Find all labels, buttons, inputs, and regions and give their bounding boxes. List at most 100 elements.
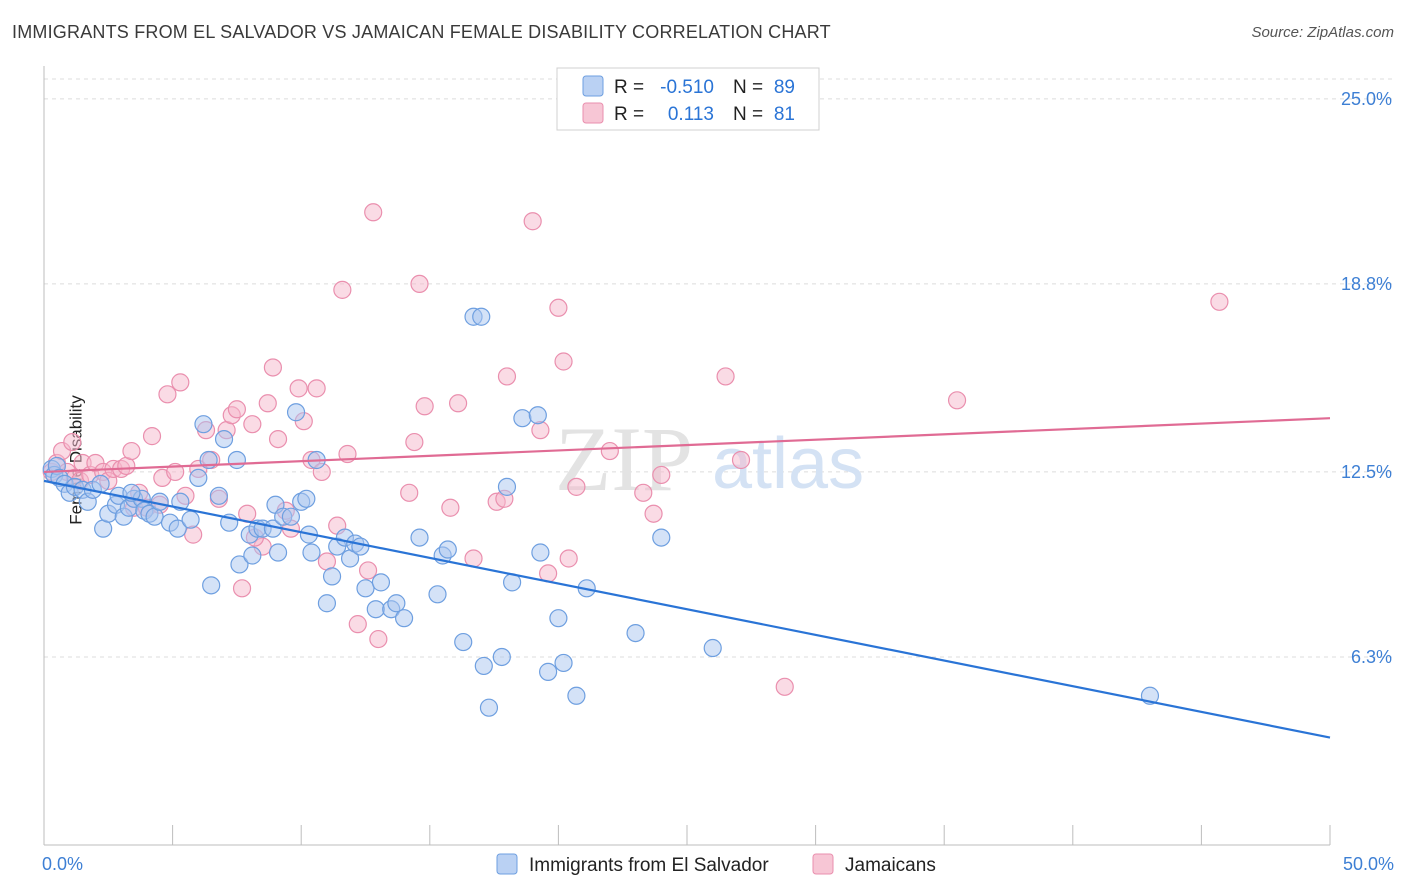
- blue-point-68: [454, 632, 473, 652]
- pink-point-65: [497, 367, 517, 386]
- blue-point-42: [268, 543, 288, 562]
- blue-point-82: [567, 686, 586, 705]
- pink-point-15: [122, 441, 141, 461]
- pink-point-75: [644, 504, 663, 523]
- blue-point-44: [281, 507, 301, 526]
- pink-point-60: [441, 498, 460, 517]
- blue-point-84: [626, 623, 645, 643]
- blue-point-28: [194, 415, 213, 434]
- blue-point-51: [317, 594, 337, 613]
- pink-point-4: [63, 432, 82, 452]
- blue-point-59: [366, 600, 385, 619]
- pink-point-38: [258, 394, 277, 413]
- pink-point-26: [184, 525, 203, 544]
- pink-point-36: [243, 415, 262, 434]
- series-legend: Immigrants from El Salvador Jamaicans: [496, 853, 936, 876]
- legend-n-label-2: N =: [733, 104, 763, 125]
- blue-point-86: [703, 638, 722, 658]
- x-tick-label-min: 0.0%: [42, 854, 83, 874]
- pink-point-80: [947, 391, 967, 410]
- blue-point-49: [302, 543, 321, 562]
- blue-point-65: [428, 585, 447, 604]
- pink-point-74: [634, 483, 653, 502]
- blue-point-30: [202, 576, 221, 595]
- pink-point-72: [567, 477, 586, 496]
- legend-n-value-1: 89: [774, 77, 795, 98]
- bottom-legend-swatch-pink: [812, 853, 834, 875]
- blue-point-72: [479, 698, 499, 717]
- pink-point-53: [358, 561, 378, 580]
- blue-point-25: [171, 492, 190, 511]
- blue-point-70: [472, 307, 491, 326]
- bottom-legend-swatch-blue: [496, 853, 518, 875]
- pink-point-79: [775, 677, 794, 696]
- x-tick-label-max: 50.0%: [1343, 854, 1394, 874]
- pink-point-56: [400, 483, 419, 502]
- pink-point-43: [289, 379, 308, 398]
- pink-point-61: [448, 394, 468, 413]
- blue-point-10: [91, 474, 110, 493]
- blue-point-60: [371, 573, 391, 592]
- blue-point-80: [549, 609, 568, 628]
- correlation-legend: R = -0.510 N = 89 R = 0.113 N = 81: [556, 67, 820, 131]
- y-tick-label-0: 6.3%: [1351, 647, 1392, 667]
- blue-point-62: [387, 594, 406, 613]
- chart-title: IMMIGRANTS FROM EL SALVADOR VS JAMAICAN …: [12, 22, 831, 42]
- blue-point-26: [181, 510, 200, 529]
- y-tick-label-3: 25.0%: [1341, 89, 1392, 109]
- bottom-legend-label-blue: Immigrants from El Salvador: [529, 855, 769, 876]
- legend-n-value-2: 81: [774, 104, 795, 125]
- pink-point-34: [232, 579, 252, 598]
- pink-point-46: [307, 379, 326, 398]
- pink-point-59: [415, 397, 434, 416]
- pink-point-22: [158, 385, 177, 404]
- blue-point-81: [554, 653, 573, 673]
- blue-point-67: [438, 540, 457, 559]
- blue-point-79: [539, 662, 558, 681]
- pink-point-76: [652, 465, 671, 485]
- el-salvador-points: [42, 307, 1160, 717]
- blue-point-85: [652, 528, 671, 547]
- blue-point-64: [410, 528, 429, 547]
- legend-swatch-pink: [582, 102, 604, 124]
- blue-point-45: [286, 403, 306, 422]
- blue-point-74: [497, 477, 517, 496]
- blue-point-24: [168, 519, 187, 538]
- blue-point-31: [209, 486, 228, 505]
- chart-source: Source: ZipAtlas.com: [1251, 24, 1394, 41]
- blue-point-47: [297, 489, 316, 508]
- blue-point-27: [189, 468, 208, 487]
- legend-r-value-1: -0.510: [660, 77, 714, 98]
- pink-point-39: [263, 358, 283, 377]
- pink-point-66: [523, 212, 542, 231]
- blue-point-57: [351, 537, 370, 556]
- blue-point-32: [214, 430, 234, 449]
- blue-point-52: [322, 567, 342, 586]
- legend-swatch-blue: [582, 75, 604, 97]
- bottom-legend-label-pink: Jamaicans: [845, 855, 936, 876]
- pink-point-73: [600, 441, 619, 461]
- pink-point-58: [410, 274, 429, 294]
- pink-trend-line: [43, 417, 1331, 474]
- trend-lines: [43, 417, 1331, 739]
- pink-point-55: [369, 629, 388, 649]
- blue-point-76: [513, 409, 532, 428]
- blue-point-35: [230, 555, 249, 574]
- pink-point-24: [171, 373, 190, 392]
- blue-point-34: [227, 450, 246, 470]
- y-tick-label-2: 18.8%: [1341, 274, 1392, 294]
- axis-layer: 6.3% 12.5% 18.8% 25.0% 0.0% 50.0%: [42, 66, 1394, 874]
- blue-point-78: [531, 543, 550, 562]
- blue-point-71: [474, 656, 493, 676]
- pink-point-77: [716, 367, 735, 386]
- pink-point-19: [142, 427, 162, 446]
- legend-r-label-2: R =: [614, 104, 644, 125]
- pink-point-71: [559, 549, 578, 568]
- blue-trend-line: [43, 479, 1331, 739]
- blue-point-58: [356, 579, 375, 598]
- legend-r-value-2: 0.113: [668, 104, 714, 125]
- pink-point-69: [549, 298, 568, 317]
- y-tick-label-1: 12.5%: [1341, 462, 1392, 482]
- blue-point-37: [243, 546, 262, 565]
